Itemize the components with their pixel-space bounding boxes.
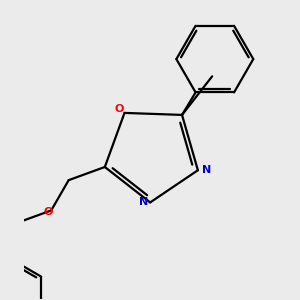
Text: N: N (139, 197, 148, 207)
Text: N: N (202, 165, 211, 175)
Text: O: O (115, 104, 124, 114)
Text: O: O (43, 207, 52, 217)
